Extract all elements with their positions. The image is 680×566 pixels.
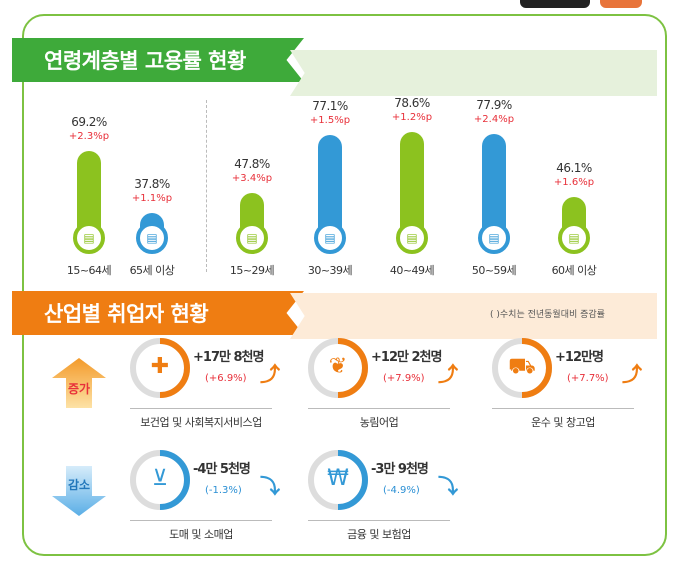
document-chart-icon: ▤ xyxy=(558,222,590,254)
note: ( )수치는 전년동월대비 증감률 xyxy=(490,310,605,320)
divider xyxy=(308,408,450,409)
change-label: +3.4%p xyxy=(231,173,273,185)
divider xyxy=(130,520,272,521)
category-label: 40~49세 xyxy=(389,264,435,277)
change-label: +1.1%p xyxy=(131,193,173,205)
value-label: 77.9% xyxy=(476,97,512,112)
value-label: 37.8% xyxy=(134,177,170,192)
document-chart-icon: ▤ xyxy=(236,222,268,254)
change-percent: (-1.3%) xyxy=(205,485,242,496)
change-percent: (+7.9%) xyxy=(383,373,425,384)
decrease-arrow-icon: 감소 xyxy=(52,466,106,516)
document-chart-icon: ▤ xyxy=(73,222,105,254)
industry-name: 도매 및 소매업 xyxy=(169,528,233,541)
industry-donut xyxy=(491,337,553,399)
document-chart-icon: ▤ xyxy=(314,222,346,254)
divider xyxy=(206,100,207,272)
wheat-icon: ❦ xyxy=(328,354,348,379)
value-label: 78.6% xyxy=(394,96,430,111)
section1-header-band xyxy=(290,50,657,96)
illustration-person xyxy=(520,0,590,8)
trend-up-arrow-icon: ⤴ xyxy=(622,362,642,386)
divider xyxy=(492,408,634,409)
change-label: +2.3%p xyxy=(68,130,110,142)
industry-donut xyxy=(307,449,369,511)
category-label: 30~39세 xyxy=(307,264,353,277)
change-value: +12만명 xyxy=(555,350,604,365)
industry-name: 농림어업 xyxy=(359,416,399,429)
section1-title: 연령계층별 고용률 현황 xyxy=(44,49,246,73)
shopping-basket-icon: ⊻ xyxy=(151,466,169,491)
change-percent: (+6.9%) xyxy=(205,373,247,384)
category-label: 65세 이상 xyxy=(129,264,175,277)
bar xyxy=(318,135,342,238)
change-percent: (-4.9%) xyxy=(383,485,420,496)
industry-name: 운수 및 창고업 xyxy=(531,416,595,429)
section2-header-band xyxy=(290,293,657,339)
change-value: -3만 9천명 xyxy=(371,462,429,477)
category-label: 15~29세 xyxy=(229,264,275,277)
section1-header: 연령계층별 고용률 현황 xyxy=(12,38,304,82)
divider xyxy=(308,520,450,521)
increase-label: 증가 xyxy=(67,382,91,396)
value-label: 69.2% xyxy=(71,114,107,129)
increase-arrow-icon: 증가 xyxy=(52,358,106,408)
value-label: 46.1% xyxy=(556,160,592,175)
category-label: 15~64세 xyxy=(66,264,112,277)
trend-up-arrow-icon: ⤴ xyxy=(260,362,280,386)
trend-down-arrow-icon: ⤵ xyxy=(260,474,280,498)
illustration-person xyxy=(600,0,642,8)
bar xyxy=(482,133,506,238)
value-label: 47.8% xyxy=(234,157,270,172)
category-label: 50~59세 xyxy=(471,264,517,277)
laptop-won-icon: ₩ xyxy=(327,466,349,491)
industry-donut xyxy=(129,337,191,399)
industry-name: 금융 및 보험업 xyxy=(347,528,411,541)
trend-up-arrow-icon: ⤴ xyxy=(438,362,458,386)
trend-down-arrow-icon: ⤵ xyxy=(438,474,458,498)
value-label: 77.1% xyxy=(312,99,348,114)
document-chart-icon: ▤ xyxy=(136,222,168,254)
change-percent: (+7.7%) xyxy=(567,373,609,384)
document-chart-icon: ▤ xyxy=(478,222,510,254)
change-label: +1.5%p xyxy=(309,115,351,127)
section2-title: 산업별 취업자 현황 xyxy=(44,302,209,326)
category-label: 60세 이상 xyxy=(551,264,597,277)
section2-header: 산업별 취업자 현황 xyxy=(12,291,304,335)
change-value: -4만 5천명 xyxy=(193,462,251,477)
first-aid-kit-icon: ✚ xyxy=(150,354,170,379)
industry-donut xyxy=(129,449,191,511)
change-label: +1.2%p xyxy=(391,112,433,124)
change-label: +2.4%p xyxy=(473,113,515,125)
industry-donut xyxy=(307,337,369,399)
bar xyxy=(400,132,424,238)
infographic-frame xyxy=(22,14,667,556)
truck-icon: ⛟ xyxy=(508,354,536,379)
industry-name: 보건업 및 사회복지서비스업 xyxy=(140,416,262,429)
change-label: +1.6%p xyxy=(553,176,595,188)
decrease-label: 감소 xyxy=(67,478,91,492)
change-value: +12만 2천명 xyxy=(371,350,442,365)
divider xyxy=(130,408,272,409)
document-chart-icon: ▤ xyxy=(396,222,428,254)
change-value: +17만 8천명 xyxy=(193,350,264,365)
